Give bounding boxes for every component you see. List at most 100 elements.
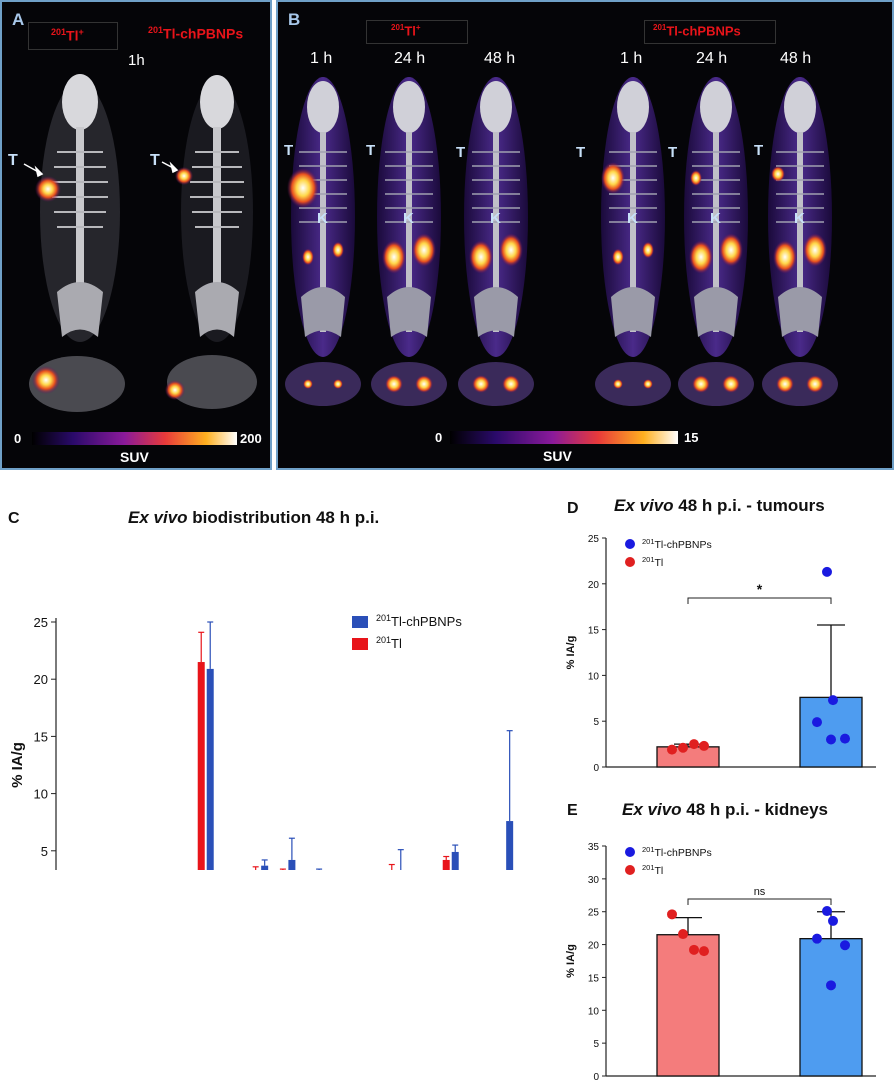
panel-c-letter: C [8,510,20,527]
chart-e-ytick-label: 0 [593,1072,599,1080]
kidney-marker-b4: K [627,210,638,227]
tl-sup-b: 201 [391,23,405,32]
chart-c-ytick-label: 10 [34,787,48,802]
time-b-1: 1 h [310,50,333,67]
pb-label-a-wrap: 201Tl-chPBNPs [148,25,243,42]
chart-e-point [822,906,832,917]
chart-d-ytick-label: 15 [588,626,600,637]
scale-max-b: 15 [684,430,699,445]
kidney-marker-b1: K [317,210,328,227]
pb-label-a: Tl-chPBNPs [163,25,244,42]
chart-d-point [678,742,688,753]
chart-e-point [689,944,699,955]
kidney-marker-b2: K [403,210,414,227]
chart-c-bar [197,662,205,870]
chart-d-legend-name: Tl-chPBNPs [655,539,712,551]
chart-e-legend-label: 201Tl [642,863,663,877]
chart-c-bar [206,668,214,870]
chart-d-point [689,739,699,750]
chart-e-legend-name: Tl [655,865,664,877]
chart-d-legend-sup: 201 [642,537,655,546]
chart-e-ytick-label: 5 [593,1039,599,1050]
chart-c-ytick-label: 15 [34,729,48,744]
chart-d-legend-name: Tl [655,557,664,569]
tumour-marker-b4: T [576,144,586,161]
mouse-b-6 [762,77,838,406]
mouse-b-1 [285,77,361,406]
chart-c-ytick-label: 20 [34,672,48,687]
tumour-marker-b2: T [366,142,376,159]
suv-colorbar-a [32,432,237,445]
chart-d-point [826,734,836,745]
chart-c-title-rest: biodistribution 48 h p.i. [187,508,380,527]
suv-colorbar-b [450,431,678,444]
chart-e-ytick-label: 35 [588,842,600,853]
panel-a-svg [23,74,257,445]
pb-sup-b: 201 [653,23,667,32]
chart-e-bar [799,938,863,1077]
chart-d-point [822,566,832,577]
chart-d-legend-label: 201Tl-chPBNPs [642,537,712,551]
panel-b-letter: B [288,10,301,29]
tumour-marker-b6: T [754,142,764,159]
tl-sup-a: 201 [51,27,67,37]
chart-e-legend-name: Tl-chPBNPs [655,847,712,859]
chart-e-ytick-label: 25 [588,908,600,919]
chart-e-point [812,933,822,944]
chart-d-ytick-label: 25 [588,534,600,545]
chart-e-ytick-label: 30 [588,875,600,886]
chart-e-legend-marker [625,865,635,875]
chart-e-point [678,929,688,940]
chart-e-legend-sup: 201 [642,863,655,872]
chart-c-legend-sup: 201 [376,635,391,645]
scale-min-a: 0 [14,431,22,446]
chart-e-point [840,940,850,951]
chart-c-ytick-label: 5 [41,844,48,859]
chart-d-legend-marker [625,557,635,567]
chart-c-legend-sup: 201 [376,613,391,623]
axial-slice-2 [167,355,257,409]
chart-e-bar [656,934,720,1077]
chart-d-bar [656,746,720,768]
chart-c-ylabel: % IA/g [9,742,26,788]
time-label-a: 1h [128,52,145,69]
tumour-marker-a2: T [150,152,160,169]
chart-c-svg: % IA/g0510152025Skin/furHeartBloodLungsL… [9,613,514,870]
chart-e-title-italic: Ex vivo [622,800,682,819]
tl-label-b: Tl [404,23,416,39]
chart-e-point [826,980,836,991]
panel-d-letter: D [567,500,579,517]
chart-d-ytick-label: 5 [593,717,599,728]
chart-e-significance-label: ns [754,886,766,898]
chart-d-point [828,695,838,706]
chart-c-bar [442,859,450,870]
chart-e-significance-bracket [687,898,832,905]
chart-d-title-rest: 48 h p.i. - tumours [673,496,825,515]
time-b-3: 48 h [484,50,516,67]
tumour-marker-b3: T [456,144,466,161]
chart-c-ytick-label: 25 [34,615,48,630]
mouse-1-ct [35,74,120,342]
chart-d-point [812,717,822,728]
chart-c-legend-swatch [352,616,368,628]
scale-max-a: 200 [240,431,262,446]
chart-c-legend-name: Tl-chPBNPs [391,614,462,629]
chart-d-point [840,733,850,744]
tl-plus-a: + [78,27,84,37]
scale-min-b: 0 [435,430,443,445]
pb-label-box-b: 201Tl-chPBNPs [644,20,776,44]
tumour-marker-b1: T [284,142,294,159]
chart-c-bar [451,851,459,870]
chart-d-point [667,744,677,755]
kidney-marker-b6: K [794,210,805,227]
panel-b-mice [285,77,838,406]
kidney-marker-b5: K [710,210,721,227]
chart-d-legend-label: 201Tl [642,555,663,569]
chart-e-point [699,946,709,957]
chart-d-title: Ex vivo 48 h p.i. - tumours [614,496,825,516]
time-b-6: 48 h [780,50,812,67]
chart-d-significance-label: * [757,581,763,597]
chart-d-legend-marker [625,539,635,549]
